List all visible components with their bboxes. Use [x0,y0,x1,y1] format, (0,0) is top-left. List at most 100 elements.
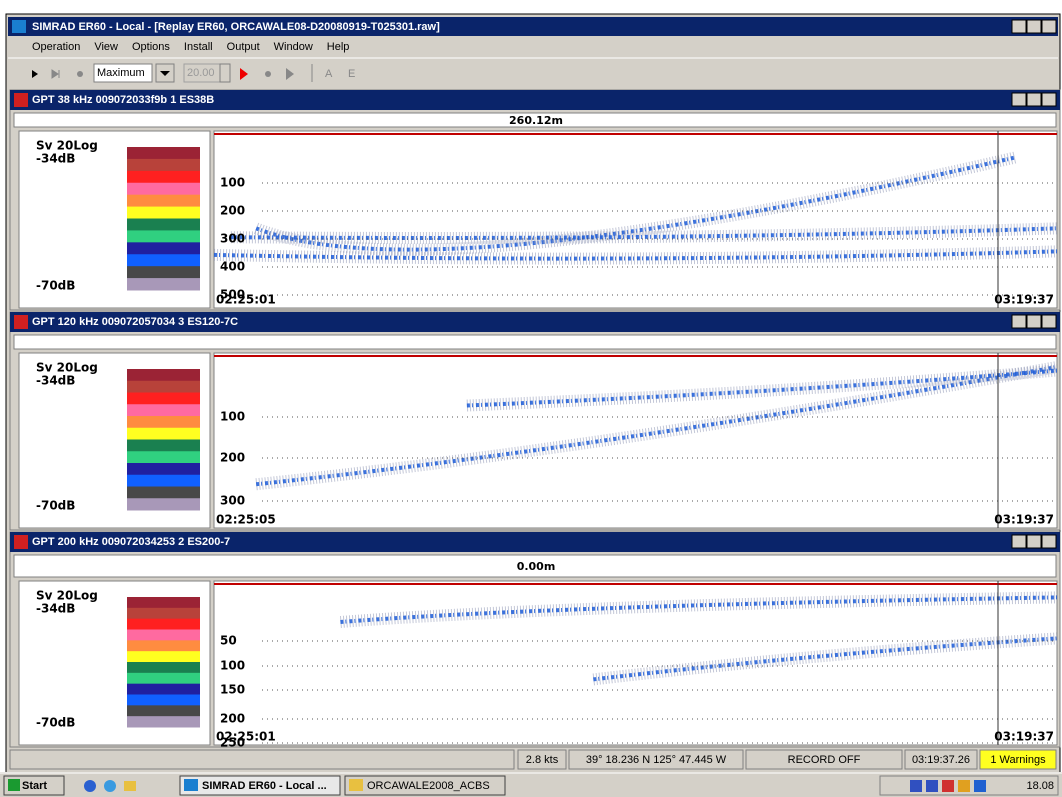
color-swatch [127,475,200,487]
depth-label: 50 [220,634,237,648]
panel-title: GPT 38 kHz 009072033f9b 1 ES38B [32,94,214,106]
color-swatch [127,404,200,416]
color-swatch [127,662,200,673]
menu-item[interactable]: Output [227,41,260,53]
status-text: 03:19:37.26 [912,754,970,766]
depth-label: 200 [220,712,245,726]
menu-item[interactable]: View [94,41,118,53]
window-buttons[interactable] [1012,20,1056,33]
depth-label: 300 [220,232,245,246]
echogram [214,581,1057,745]
color-swatch [127,369,200,381]
color-swatch [127,440,200,452]
end-time: 03:19:37 [994,513,1054,527]
color-swatch [127,147,200,159]
color-swatch [127,381,200,393]
depth-label: 300 [220,494,245,508]
panel-button[interactable] [1027,93,1041,106]
menu-item[interactable]: Install [184,41,213,53]
panel-title: GPT 120 kHz 009072057034 3 ES120-7C [32,316,238,328]
legend-mode: Sv 20Log [36,589,98,603]
start-time: 02:25:01 [216,293,276,307]
panels: GPT 38 kHz 009072033f9b 1 ES38B 260.12m Sv… [10,90,1060,750]
depth-label: 150 [220,683,245,697]
task-label: SIMRAD ER60 - Local ... [202,780,327,792]
status-field [10,750,514,769]
panel-button[interactable] [1042,93,1056,106]
color-swatch [127,705,200,716]
panel-button[interactable] [1042,535,1056,548]
end-time: 03:19:37 [994,293,1054,307]
depth-label: 200 [220,451,245,465]
depth-label: 100 [220,659,245,673]
color-swatch [127,451,200,463]
color-swatch [127,684,200,695]
task-icon [349,779,363,791]
legend-mode: Sv 20Log [36,139,98,153]
task-label: ORCAWALE2008_ACBS [367,780,490,792]
range-strip [14,335,1056,349]
color-swatch [127,416,200,428]
start-time: 02:25:01 [216,730,276,744]
panel-button[interactable] [1027,535,1041,548]
clock: 18.08 [1026,780,1054,792]
interval-value: 20.00 [187,67,215,79]
color-swatch [127,640,200,651]
color-swatch [127,597,200,608]
color-swatch [127,278,200,290]
panel-button[interactable] [1042,315,1056,328]
legend-min: -70dB [36,279,75,293]
taskbar: Start SIMRAD ER60 - Local ...ORCAWALE200… [0,772,1062,797]
menu-item[interactable]: Help [327,41,350,53]
color-swatch [127,498,200,510]
legend-max: -34dB [36,374,75,388]
color-swatch [127,159,200,171]
screen: SIMRAD ER60 - Local - [Replay ER60, ORCA… [0,0,1062,797]
app-icon [12,20,26,33]
depth-label: 100 [220,410,245,424]
color-swatch [127,266,200,278]
echogram [214,131,1057,308]
color-swatch [127,171,200,183]
depth-label: 400 [220,260,245,274]
echogram-window: GPT 38 kHz 009072033f9b 1 ES38B 260.12m Sv… [10,90,1060,310]
legend-min: -70dB [36,499,75,513]
range-label: 260.12m [509,114,563,127]
legend-min: -70dB [36,716,75,730]
color-swatch [127,630,200,641]
color-swatch [127,651,200,662]
menu-item[interactable]: Options [132,41,170,53]
panel-button[interactable] [1012,315,1026,328]
panel-button[interactable] [1012,93,1026,106]
depth-label: 200 [220,204,245,218]
color-swatch [127,183,200,195]
panel-icon [14,315,28,329]
menu-item[interactable]: Window [274,41,313,53]
color-swatch [127,230,200,242]
color-swatch [127,608,200,619]
menu-item[interactable]: Operation [32,41,80,53]
color-swatch [127,673,200,684]
toolbar-letter[interactable]: A [325,68,333,80]
color-swatch [127,393,200,405]
legend-max: -34dB [36,602,75,616]
window-title: SIMRAD ER60 - Local - [Replay ER60, ORCA… [32,21,440,33]
legend-max: -34dB [36,152,75,166]
task-icon [184,779,198,791]
start-time: 02:25:05 [216,513,276,527]
color-swatch [127,195,200,207]
color-swatch [127,716,200,727]
menu-bar: Operation View Options Install Output Window H… [32,41,349,53]
status-text: RECORD OFF [788,754,861,766]
color-swatch [127,487,200,499]
toolbar-letter[interactable]: E [348,68,355,80]
panel-icon [14,535,28,549]
color-swatch [127,428,200,440]
panel-button[interactable] [1027,315,1041,328]
status-text: 2.8 kts [526,754,559,766]
panel-button[interactable] [1012,535,1026,548]
speed-value: Maximum [97,67,145,79]
status-text: 1 Warnings [990,754,1046,766]
color-swatch [127,242,200,254]
